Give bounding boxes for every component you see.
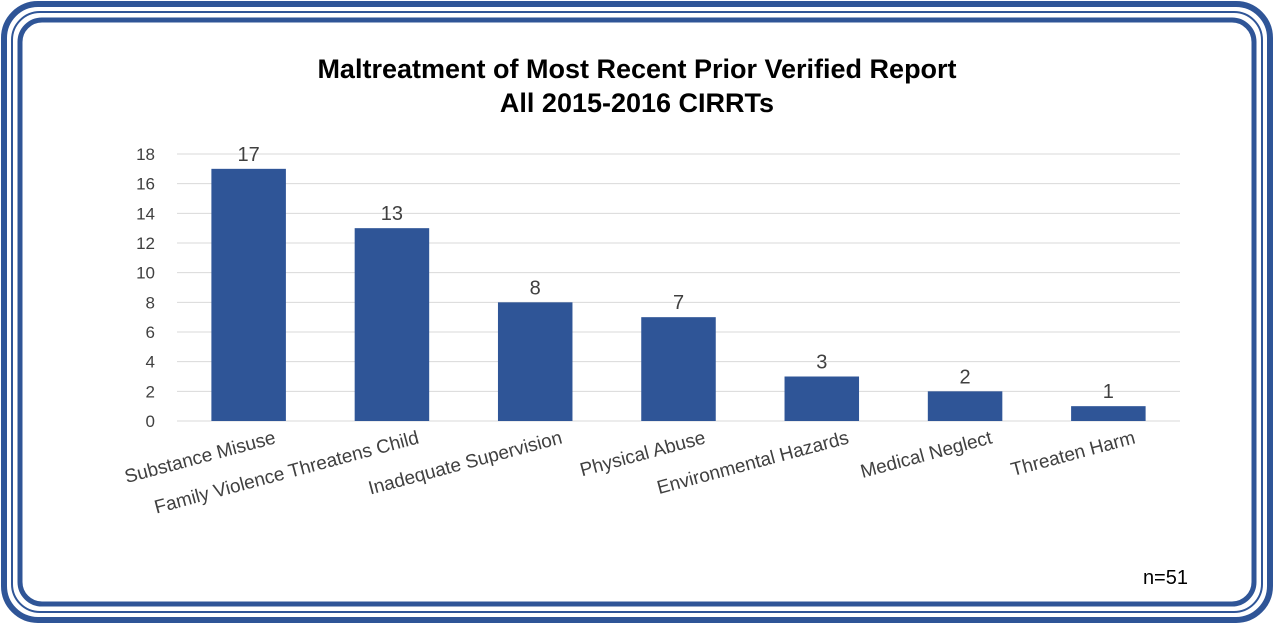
- y-tick-label: 18: [136, 145, 155, 164]
- bar: [1071, 406, 1146, 421]
- bar: [497, 302, 573, 421]
- y-tick-label: 16: [136, 175, 155, 194]
- data-label: 8: [530, 277, 541, 299]
- inner-border: [17, 17, 1257, 607]
- data-label: 7: [673, 292, 684, 314]
- bar: [927, 391, 1003, 421]
- y-tick-label: 4: [146, 353, 155, 372]
- x-tick-label: Medical Neglect: [858, 427, 995, 482]
- chart-subtitle: All 2015-2016 CIRRTs: [500, 88, 774, 118]
- y-tick-label: 2: [146, 382, 155, 401]
- annotation: n=51: [1143, 567, 1188, 589]
- bar: [354, 228, 430, 421]
- y-tick-label: 14: [136, 204, 155, 223]
- data-label: 17: [238, 144, 260, 166]
- data-label: 13: [381, 203, 403, 225]
- data-label: 2: [960, 366, 971, 388]
- y-tick-label: 12: [136, 234, 155, 253]
- y-tick-label: 0: [146, 412, 155, 431]
- middle-border: [11, 11, 1263, 613]
- chart-title: Maltreatment of Most Recent Prior Verifi…: [317, 54, 956, 84]
- data-label: 3: [816, 352, 827, 374]
- y-tick-label: 10: [136, 264, 155, 283]
- bar: [641, 317, 716, 421]
- y-tick-label: 6: [146, 323, 155, 342]
- data-label: 1: [1103, 381, 1114, 403]
- x-tick-label: Family Violence Threatens Child: [152, 428, 421, 519]
- bar: [211, 168, 286, 421]
- x-tick-label: Threaten Harm: [1009, 428, 1138, 481]
- bar: [784, 376, 860, 421]
- y-tick-label: 8: [146, 293, 155, 312]
